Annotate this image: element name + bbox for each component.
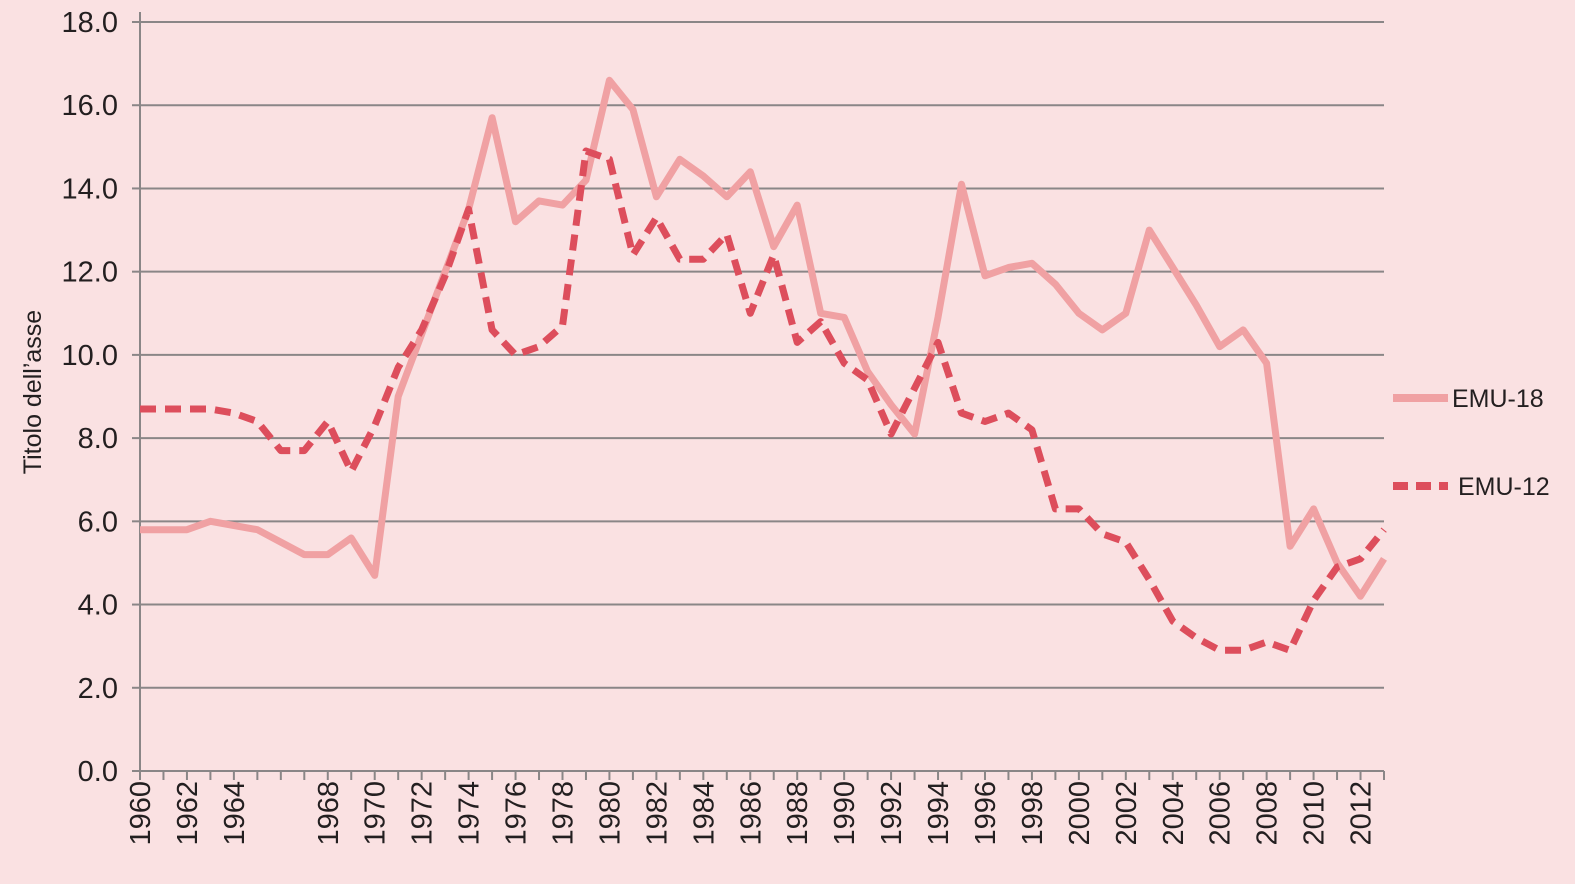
x-tick-label: 1980 [594, 781, 626, 846]
x-tick-label: 1964 [219, 781, 251, 846]
x-tick-label: 1970 [360, 781, 392, 846]
x-tick-label: 1998 [1017, 781, 1049, 846]
x-tick-labels: 1960 1962 1964 1968 1970 1972 1974 1976 1978 1980… [125, 781, 1378, 846]
series-line-emu-18 [140, 76, 1387, 600]
x-tick-label: 1996 [970, 781, 1002, 846]
x-tick-label: 1972 [407, 781, 439, 846]
legend: EMU-18 EMU-12 [1393, 385, 1550, 501]
y-tick-labels: 0.0 2.0 4.0 6.0 8.0 10.0 12.0 14.0 16.0 18.0 [62, 7, 118, 788]
x-tick-label: 1986 [735, 781, 767, 846]
axes [139, 12, 1385, 780]
gridlines [132, 21, 1384, 772]
x-tick-label: 2008 [1252, 781, 1284, 846]
y-tick-label: 6.0 [78, 506, 118, 538]
y-tick-label: 10.0 [62, 340, 118, 372]
y-tick-label: 0.0 [78, 756, 118, 788]
series-line-emu-12 [140, 147, 1387, 654]
x-tick-label: 1968 [313, 781, 345, 846]
y-axis-title: Titolo dell’asse [19, 310, 47, 474]
x-tick-label: 1994 [923, 781, 955, 846]
y-tick-label: 14.0 [62, 173, 118, 205]
x-tick-label: 1976 [501, 781, 533, 846]
legend-label-emu-18: EMU-18 [1452, 385, 1544, 413]
y-tick-label: 4.0 [78, 590, 118, 622]
x-tick-label: 2010 [1299, 781, 1331, 846]
x-tick-label: 1978 [547, 781, 579, 846]
x-tick-label: 1988 [782, 781, 814, 846]
legend-label-emu-12: EMU-12 [1458, 473, 1550, 501]
x-tick-label: 1962 [172, 781, 204, 846]
x-tick-label: 2004 [1158, 781, 1190, 846]
x-tick-label: 2006 [1205, 781, 1237, 846]
y-tick-label: 12.0 [62, 257, 118, 289]
x-tick-label: 1990 [829, 781, 861, 846]
x-tick-label: 1960 [125, 781, 157, 846]
y-tick-label: 8.0 [78, 423, 118, 455]
y-tick-label: 2.0 [78, 673, 118, 705]
y-tick-label: 18.0 [62, 7, 118, 39]
x-tick-label: 1982 [641, 781, 673, 846]
x-tick-label: 1974 [454, 781, 486, 846]
x-tick-label: 1984 [688, 781, 720, 846]
x-tick-label: 1992 [876, 781, 908, 846]
x-tick-label: 2012 [1346, 781, 1378, 846]
x-tick-label: 2000 [1064, 781, 1096, 846]
y-tick-label: 16.0 [62, 90, 118, 122]
series-lines [140, 76, 1387, 654]
x-tick-label: 2002 [1111, 781, 1143, 846]
